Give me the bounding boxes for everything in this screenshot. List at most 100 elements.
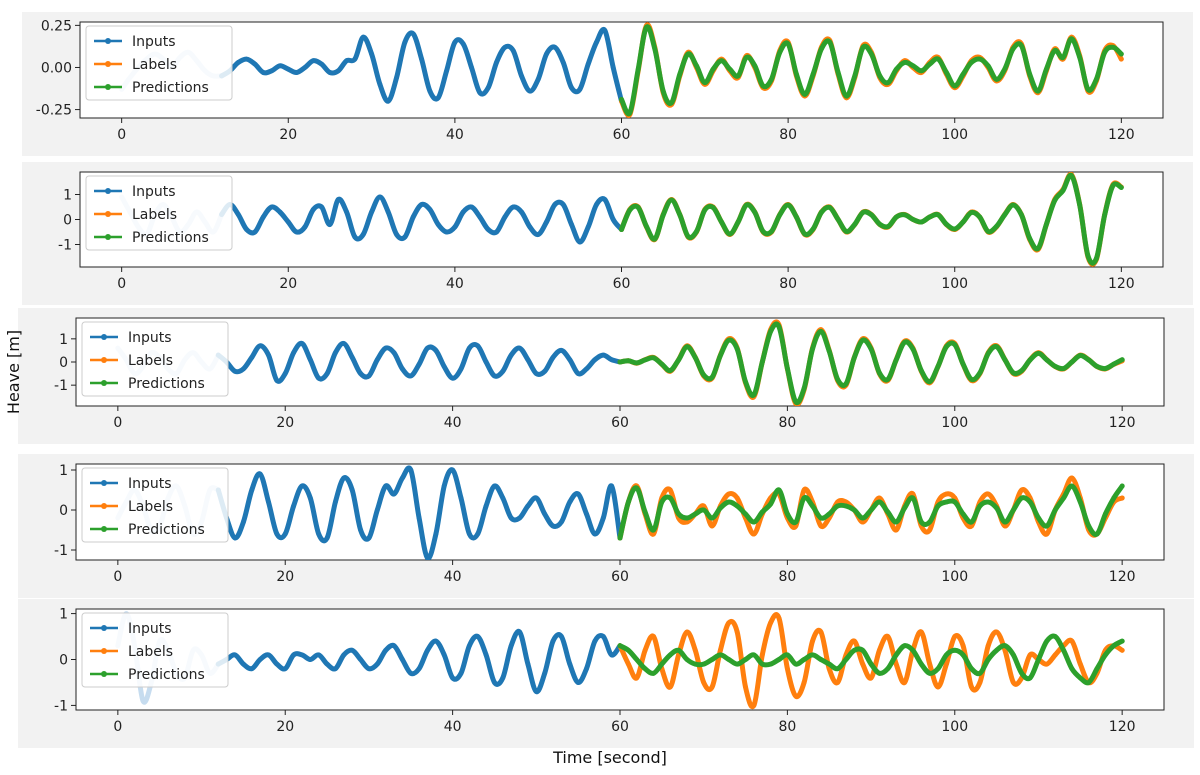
data-point-predictions xyxy=(868,346,874,352)
data-point-predictions xyxy=(910,647,916,653)
series-lines xyxy=(115,465,1125,560)
data-point-predictions xyxy=(910,63,916,69)
data-point-predictions xyxy=(1110,183,1116,188)
data-point-inputs xyxy=(377,81,383,87)
data-point-inputs xyxy=(266,652,271,658)
data-point-inputs xyxy=(559,348,564,353)
data-point-predictions xyxy=(1052,48,1058,53)
x-tick-label: 60 xyxy=(611,719,629,735)
data-point-predictions xyxy=(660,212,666,218)
data-point-predictions xyxy=(902,643,907,649)
data-point-predictions xyxy=(627,207,633,213)
data-point-predictions xyxy=(977,503,983,509)
data-point-predictions xyxy=(877,670,882,676)
data-point-predictions xyxy=(694,63,699,69)
data-point-predictions xyxy=(768,329,773,334)
data-point-inputs xyxy=(425,345,430,351)
data-point-inputs xyxy=(299,652,305,658)
data-point-inputs xyxy=(458,670,464,676)
data-point-inputs xyxy=(569,85,574,91)
data-point-labels xyxy=(893,661,899,667)
y-tick-label: -1 xyxy=(58,238,72,254)
data-point-inputs xyxy=(335,197,341,202)
data-point-inputs xyxy=(408,373,414,379)
data-point-predictions xyxy=(935,666,941,672)
data-point-inputs xyxy=(427,207,433,212)
data-point-predictions xyxy=(969,519,974,525)
data-point-labels xyxy=(952,634,958,639)
data-point-predictions xyxy=(759,661,765,667)
data-point-inputs xyxy=(349,355,355,360)
data-point-inputs xyxy=(358,527,363,533)
x-tick-label: 80 xyxy=(778,415,796,431)
data-point-inputs xyxy=(460,209,466,215)
x-tick-label: 20 xyxy=(276,415,294,431)
data-point-predictions xyxy=(985,229,991,234)
data-point-predictions xyxy=(1077,499,1083,505)
data-point-predictions xyxy=(726,657,732,662)
data-point-inputs xyxy=(402,234,408,240)
data-point-predictions xyxy=(952,83,958,89)
data-point-predictions xyxy=(743,657,748,662)
data-point-labels xyxy=(684,519,690,525)
data-point-predictions xyxy=(935,364,941,369)
x-tick-label: 40 xyxy=(444,415,462,431)
data-point-predictions xyxy=(1019,495,1025,501)
data-point-predictions xyxy=(802,231,808,237)
data-point-predictions xyxy=(910,346,916,352)
data-point-predictions xyxy=(960,219,966,225)
subplot-panels: 0 20 40 60 80 100 120-0.250.000.25InputsLabels… xyxy=(18,12,1194,748)
data-point-predictions xyxy=(860,209,866,215)
x-tick-label: 60 xyxy=(611,569,629,585)
y-axis-title: Heave [m] xyxy=(4,330,23,414)
data-point-predictions xyxy=(835,70,841,75)
data-point-inputs xyxy=(542,368,548,374)
data-point-inputs xyxy=(319,61,324,67)
data-point-inputs xyxy=(302,224,308,230)
data-point-inputs xyxy=(560,202,566,207)
data-point-inputs xyxy=(391,643,397,649)
data-point-predictions xyxy=(1036,515,1041,521)
y-tick-label: 0 xyxy=(63,213,72,229)
data-point-predictions xyxy=(1027,236,1033,241)
data-point-labels xyxy=(927,661,933,667)
data-point-inputs xyxy=(291,350,296,356)
data-point-predictions xyxy=(667,652,673,658)
data-point-labels xyxy=(927,527,933,533)
data-point-predictions xyxy=(952,647,958,653)
data-point-predictions xyxy=(1094,364,1100,369)
x-tick-label: 120 xyxy=(1108,276,1135,292)
data-point-predictions xyxy=(794,214,799,220)
data-point-predictions xyxy=(1061,495,1066,501)
data-point-labels xyxy=(969,684,974,690)
data-point-inputs xyxy=(433,348,439,353)
data-point-labels xyxy=(651,634,656,639)
data-point-predictions xyxy=(885,80,891,85)
data-point-predictions xyxy=(676,647,681,653)
data-point-predictions xyxy=(719,219,724,225)
data-point-predictions xyxy=(718,353,723,358)
data-point-inputs xyxy=(419,56,424,62)
data-point-inputs xyxy=(435,222,441,227)
data-point-inputs xyxy=(416,361,422,367)
data-point-inputs xyxy=(394,75,399,80)
data-point-labels xyxy=(743,684,748,690)
data-point-inputs xyxy=(302,65,308,70)
data-point-inputs xyxy=(533,689,539,694)
data-point-predictions xyxy=(1061,366,1066,371)
data-point-predictions xyxy=(994,344,999,350)
data-point-inputs xyxy=(485,227,491,232)
data-point-inputs xyxy=(374,357,380,363)
data-point-predictions xyxy=(701,661,707,667)
legend-box xyxy=(85,175,233,251)
data-point-predictions xyxy=(651,527,656,533)
data-point-inputs xyxy=(577,239,583,245)
data-point-predictions xyxy=(751,519,757,525)
y-tick-label: 1 xyxy=(63,188,72,204)
legend-marker-labels xyxy=(105,211,111,217)
data-point-inputs xyxy=(569,222,574,227)
data-point-predictions xyxy=(677,71,683,77)
x-tick-label: 120 xyxy=(1109,719,1136,735)
data-point-predictions xyxy=(844,93,849,99)
data-point-predictions xyxy=(994,76,999,82)
